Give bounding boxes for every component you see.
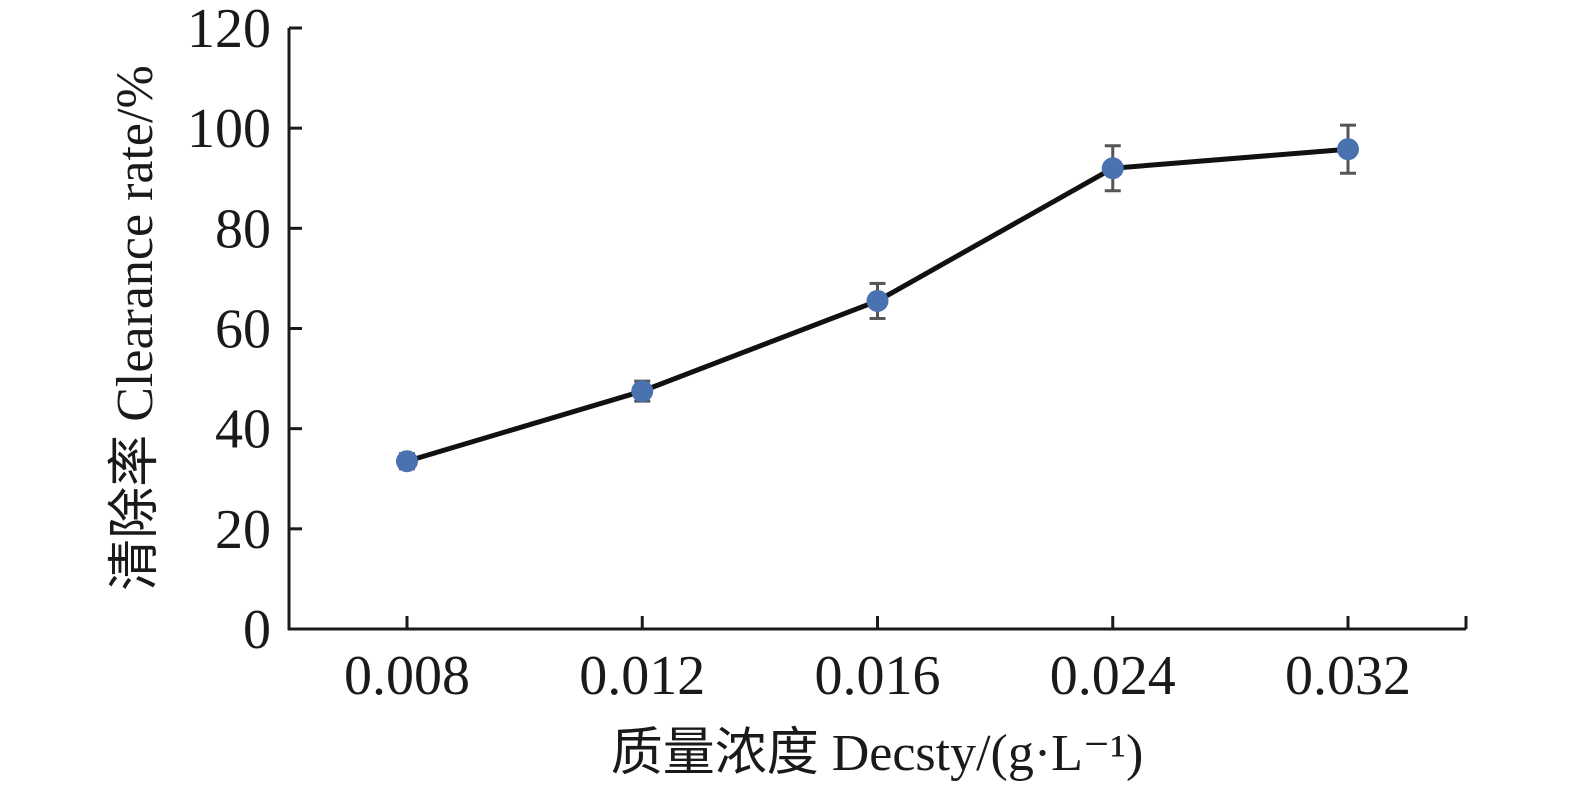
data-point [631,380,654,403]
y-tick-label: 60 [215,299,271,361]
axes [287,28,1468,631]
data-point [396,450,418,473]
ticks: 0 20 40 60 80 100 120 0.008 0.012 0.016 0.024 0.032 [187,0,1411,707]
data-point [1101,157,1124,180]
y-axis-label: 清除率 Clearance rate/% [107,65,164,591]
x-axis-label: 质量浓度 Decsty/(g·L⁻¹) [611,725,1144,782]
data-point [1337,138,1359,161]
x-tick-label: 0.024 [1050,645,1176,707]
y-tick-label: 0 [243,599,271,661]
y-tick-label: 120 [187,0,271,60]
y-tick-label: 20 [215,499,271,561]
y-tick-label: 80 [215,198,271,260]
y-tick-label: 40 [215,399,271,461]
y-tick-label: 100 [187,98,271,160]
x-tick-label: 0.016 [815,645,941,707]
series [396,123,1359,473]
data-point [866,289,889,312]
x-tick-label: 0.012 [579,645,705,707]
x-tick-label: 0.032 [1285,645,1411,707]
x-tick-label: 0.008 [344,645,470,707]
